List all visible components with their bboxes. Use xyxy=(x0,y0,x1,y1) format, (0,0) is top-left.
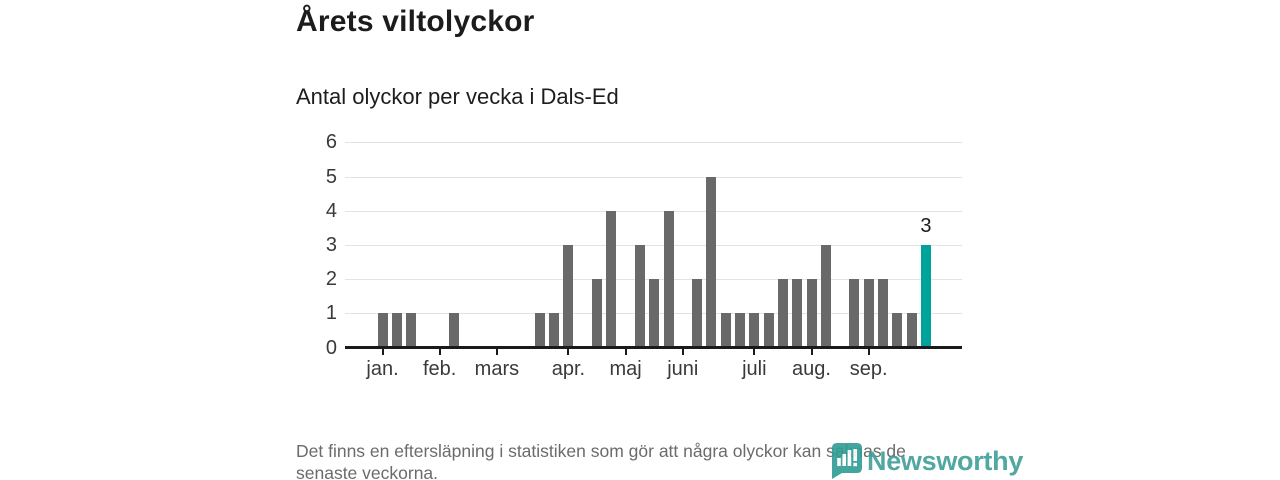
x-axis-line xyxy=(345,346,962,349)
bar-week-31 xyxy=(806,279,817,348)
bar-week-2 xyxy=(391,313,402,348)
x-axis-label-apr: apr. xyxy=(551,358,586,380)
bar-week-35 xyxy=(863,279,874,348)
y-axis-label-5: 5 xyxy=(325,165,337,188)
bar-week-20 xyxy=(649,279,660,348)
x-axis-label-feb: feb. xyxy=(423,358,457,380)
x-tick-juli xyxy=(753,349,756,355)
bar-week-30 xyxy=(792,279,803,348)
x-axis-label-aug: aug. xyxy=(792,358,831,380)
footnote-line-1: Det finns en eftersläpning i statistiken… xyxy=(296,441,906,461)
bar-week-14 xyxy=(563,244,574,348)
bar-week-37 xyxy=(892,313,903,348)
x-axis-label-mars: mars xyxy=(474,358,520,380)
x-tick-maj xyxy=(624,349,627,355)
x-tick-feb xyxy=(438,349,441,355)
gridline-y3 xyxy=(345,244,962,246)
bar-week-13 xyxy=(549,313,560,348)
page-title: Årets viltolyckor xyxy=(296,5,535,38)
newsworthy-badge-icon xyxy=(832,443,862,479)
chart-footnote: Det finns en eftersläpning i statistiken… xyxy=(296,440,906,480)
y-axis-label-3: 3 xyxy=(325,233,337,256)
gridline-y4 xyxy=(345,210,962,212)
bar-week-23 xyxy=(692,279,703,348)
x-axis-label-juni: juni xyxy=(667,358,699,380)
bar-week-32 xyxy=(820,244,831,348)
highlighted-bar-week-39 xyxy=(920,244,931,348)
footnote-line-2: senaste veckorna. xyxy=(296,463,439,480)
bar-week-34 xyxy=(849,279,860,348)
bar-week-17 xyxy=(606,210,617,348)
bar-week-27 xyxy=(749,313,760,348)
bar-week-26 xyxy=(735,313,745,348)
newsworthy-wordmark: Newsworthy xyxy=(867,445,1024,476)
bar-week-12 xyxy=(534,313,545,348)
x-tick-sep xyxy=(867,349,870,355)
y-axis-label-4: 4 xyxy=(325,199,337,222)
y-axis-label-1: 1 xyxy=(325,302,337,325)
bar-week-29 xyxy=(777,279,788,348)
x-axis-label-maj: maj xyxy=(609,358,642,380)
gridline-y5 xyxy=(345,176,962,178)
x-tick-aug xyxy=(810,349,813,355)
bar-week-36 xyxy=(878,279,888,348)
x-axis-label-sep: sep. xyxy=(849,358,888,380)
bar-week-3 xyxy=(406,313,417,348)
x-tick-juni xyxy=(681,349,684,355)
y-axis-label-6: 6 xyxy=(325,131,337,154)
x-tick-mars xyxy=(495,349,498,355)
x-tick-jan xyxy=(381,349,384,355)
bar-week-21 xyxy=(663,210,674,348)
x-axis-label-jan: jan. xyxy=(366,358,399,380)
bar-week-16 xyxy=(592,279,602,348)
gridline-y6 xyxy=(345,142,962,144)
newsworthy-logo: Newsworthy xyxy=(832,443,1023,479)
bar-week-1 xyxy=(377,313,388,348)
y-axis-label-0: 0 xyxy=(325,336,337,359)
x-axis-label-juli: juli xyxy=(742,358,767,380)
highlight-value-label: 3 xyxy=(920,214,932,237)
chart-subtitle: Antal olyckor per vecka i Dals-Ed xyxy=(296,84,619,109)
bar-week-6 xyxy=(449,313,459,348)
bar-week-19 xyxy=(634,244,645,348)
y-axis-label-2: 2 xyxy=(325,268,337,291)
bar-week-24 xyxy=(706,176,717,348)
bar-week-28 xyxy=(763,313,774,348)
bar-week-25 xyxy=(720,313,731,348)
x-tick-apr xyxy=(567,349,570,355)
bar-chart-plot: 0 1 2 3 4 5 6 jan. feb. mars apr. maj juni juli aug. se… xyxy=(326,131,962,380)
bar-week-38 xyxy=(906,313,917,348)
